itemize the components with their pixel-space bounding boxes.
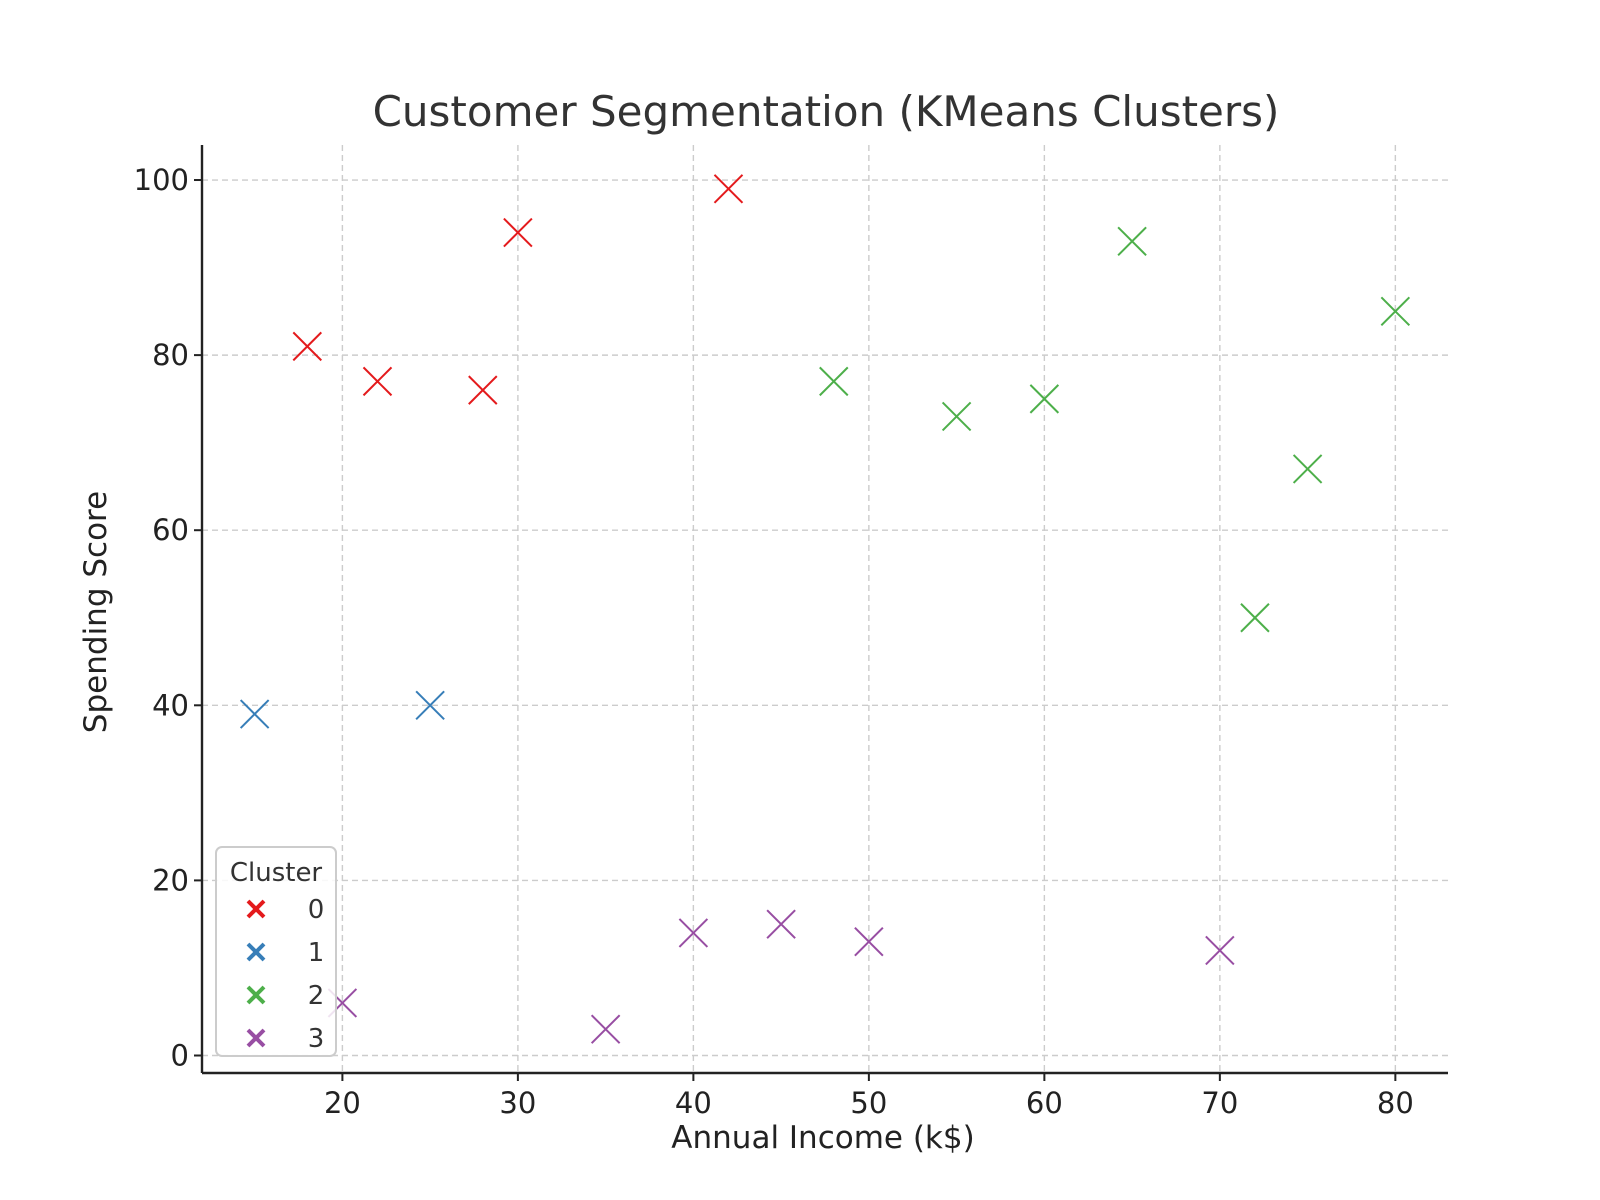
chart-title: Customer Segmentation (KMeans Clusters) <box>373 87 1280 136</box>
legend-label: 0 <box>308 895 325 925</box>
data-point-cluster-2 <box>1029 384 1060 414</box>
data-point-cluster-3 <box>678 918 709 948</box>
data-point-cluster-0 <box>713 174 744 204</box>
x-tick-label: 50 <box>850 1086 887 1120</box>
x-tick-label: 80 <box>1377 1086 1414 1120</box>
y-axis-label: Spending Score <box>78 491 114 733</box>
data-point-cluster-1 <box>239 699 270 729</box>
data-point-cluster-3 <box>1205 935 1235 966</box>
legend-marker-cluster-3 <box>246 1028 266 1048</box>
legend-label: 3 <box>308 1024 325 1054</box>
y-tick-label: 60 <box>152 513 189 547</box>
data-point-cluster-0 <box>468 375 498 405</box>
legend-label: 1 <box>308 938 325 968</box>
data-point-cluster-2 <box>819 366 849 397</box>
x-tick-label: 60 <box>1026 1086 1063 1120</box>
x-tick-label: 30 <box>499 1086 536 1120</box>
y-tick-label: 20 <box>152 863 189 897</box>
y-tick-label: 0 <box>171 1038 189 1072</box>
data-point-cluster-2 <box>1380 296 1411 327</box>
legend-marker-cluster-0 <box>246 899 266 919</box>
data-point-cluster-0 <box>362 366 393 397</box>
x-axis-label: Annual Income (k$) <box>671 1120 974 1156</box>
data-point-cluster-0 <box>292 331 323 362</box>
y-tick-label: 40 <box>152 688 189 722</box>
legend-marker-cluster-1 <box>246 942 266 962</box>
x-tick-label: 40 <box>675 1086 712 1120</box>
y-tick-label: 100 <box>134 163 189 197</box>
legend-marker-cluster-2 <box>246 985 266 1005</box>
data-point-cluster-3 <box>766 909 796 939</box>
x-tick-label: 20 <box>324 1086 361 1120</box>
data-points <box>239 174 1411 1044</box>
data-point-cluster-0 <box>503 217 533 248</box>
data-point-cluster-2 <box>941 401 972 432</box>
data-point-cluster-2 <box>1117 226 1147 257</box>
data-point-cluster-1 <box>415 690 445 721</box>
data-point-cluster-3 <box>854 926 884 957</box>
data-point-cluster-3 <box>590 1014 621 1044</box>
grid <box>202 145 1448 1073</box>
legend-label: 2 <box>308 981 325 1011</box>
legend-title: Cluster <box>230 858 323 888</box>
y-tick-label: 80 <box>152 338 189 372</box>
data-point-cluster-2 <box>1292 454 1323 484</box>
legend: Cluster 0 1 2 3 <box>215 846 337 1057</box>
x-tick-label: 70 <box>1201 1086 1238 1120</box>
data-point-cluster-2 <box>1240 603 1270 633</box>
legend-box <box>215 846 337 1057</box>
